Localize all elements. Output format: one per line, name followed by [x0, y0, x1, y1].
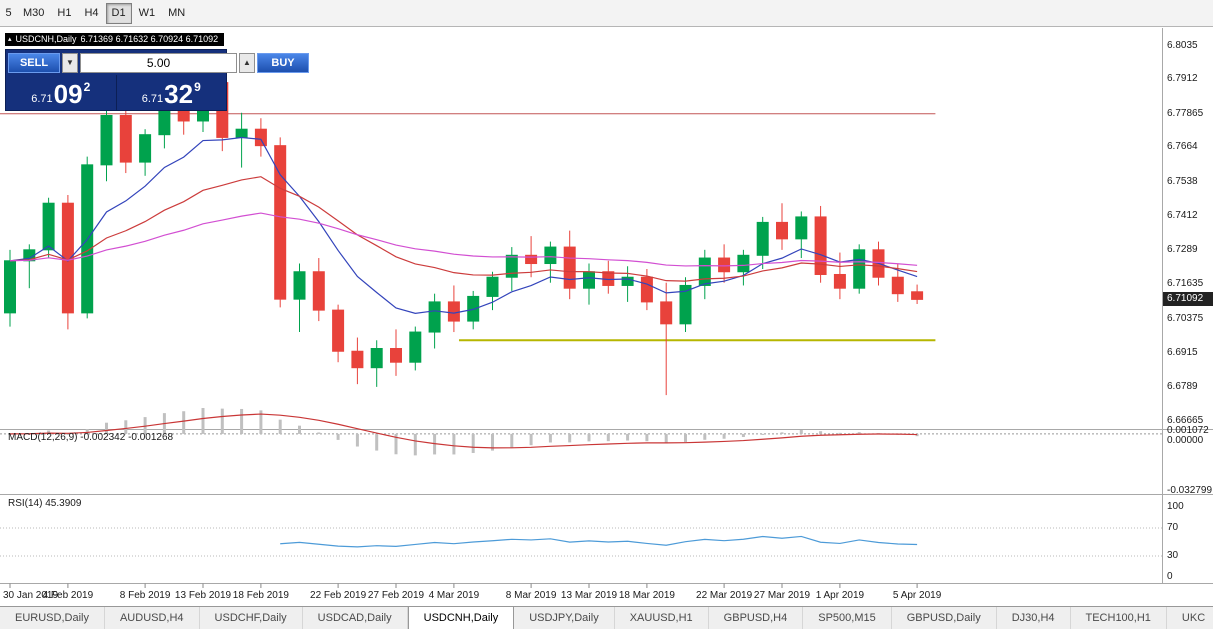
volume-input[interactable] [80, 52, 237, 73]
chart-tab-usdjpy-daily[interactable]: USDJPY,Daily [514, 607, 615, 629]
chart-title-symbol: USDCNH,Daily [15, 34, 77, 44]
timeframe-toolbar: 5 M30 H1 H4 D1 W1 MN [0, 0, 1213, 27]
sell-price-display[interactable]: 6.71 09 2 [6, 75, 117, 110]
trade-panel-controls: SELL ▼ ▲ BUY [6, 50, 309, 75]
buy-price-prefix: 6.71 [141, 93, 164, 105]
trade-panel-prices: 6.71 09 2 6.71 32 9 [6, 75, 226, 110]
buy-button[interactable]: BUY [257, 52, 309, 73]
buy-price-display[interactable]: 6.71 32 9 [117, 75, 227, 110]
sell-price-pip: 2 [83, 80, 91, 94]
chart-tab-dj30-h4[interactable]: DJ30,H4 [997, 607, 1071, 629]
one-click-trade-panel: SELL ▼ ▲ BUY 6.71 09 2 6.71 32 9 [5, 49, 309, 111]
timeframe-button-h1[interactable]: H1 [57, 7, 72, 19]
chart-tab-eurusd-daily[interactable]: EURUSD,Daily [0, 607, 105, 629]
timeframe-button-5[interactable]: 5 [5, 7, 12, 19]
symbol-tab-bar: EURUSD,Daily AUDUSD,H4 USDCHF,Daily USDCAD,… [0, 606, 1213, 629]
volume-increase-button[interactable]: ▲ [239, 52, 255, 73]
collapse-arrow-icon: ▴ [8, 36, 12, 43]
timeframe-button-mn[interactable]: MN [168, 7, 186, 19]
buy-price-main: 32 [164, 79, 194, 109]
sell-price-main: 09 [53, 79, 83, 109]
chart-tab-xauusd-h1[interactable]: XAUUSD,H1 [615, 607, 709, 629]
buy-price-pip: 9 [194, 80, 201, 94]
chart-tab-usdchf-daily[interactable]: USDCHF,Daily [200, 607, 303, 629]
chart-tab-audusd-h4[interactable]: AUDUSD,H4 [105, 607, 200, 629]
chart-tab-sp500-m15[interactable]: SP500,M15 [803, 607, 892, 629]
spin-down-icon: ▼ [66, 58, 74, 67]
chart-tab-tech100-h1[interactable]: TECH100,H1 [1071, 607, 1167, 629]
volume-decrease-button[interactable]: ▼ [62, 52, 78, 73]
timeframe-button-d1[interactable]: D1 [105, 2, 132, 24]
sell-button[interactable]: SELL [8, 52, 60, 73]
chart-title-ohlc: 6.71369 6.71632 6.70924 6.71092 [80, 34, 219, 44]
timeframe-button-h4[interactable]: H4 [84, 7, 99, 19]
chart-tab-usdcnh-daily[interactable]: USDCNH,Daily [407, 607, 515, 629]
chart-tab-gbpusd-daily[interactable]: GBPUSD,Daily [892, 607, 997, 629]
timeframe-button-m30[interactable]: M30 [23, 7, 45, 19]
timeframe-button-w1[interactable]: W1 [138, 7, 156, 19]
chart-tab-usdcad-daily[interactable]: USDCAD,Daily [303, 607, 408, 629]
chart-tab-gbpusd-h4[interactable]: GBPUSD,H4 [709, 607, 804, 629]
chart-tab-ukc[interactable]: UKC [1167, 607, 1213, 629]
spin-up-icon: ▲ [243, 58, 251, 67]
sell-price-prefix: 6.71 [31, 93, 53, 105]
chart-title-bar[interactable]: ▴ USDCNH,Daily 6.71369 6.71632 6.70924 6… [5, 33, 225, 46]
